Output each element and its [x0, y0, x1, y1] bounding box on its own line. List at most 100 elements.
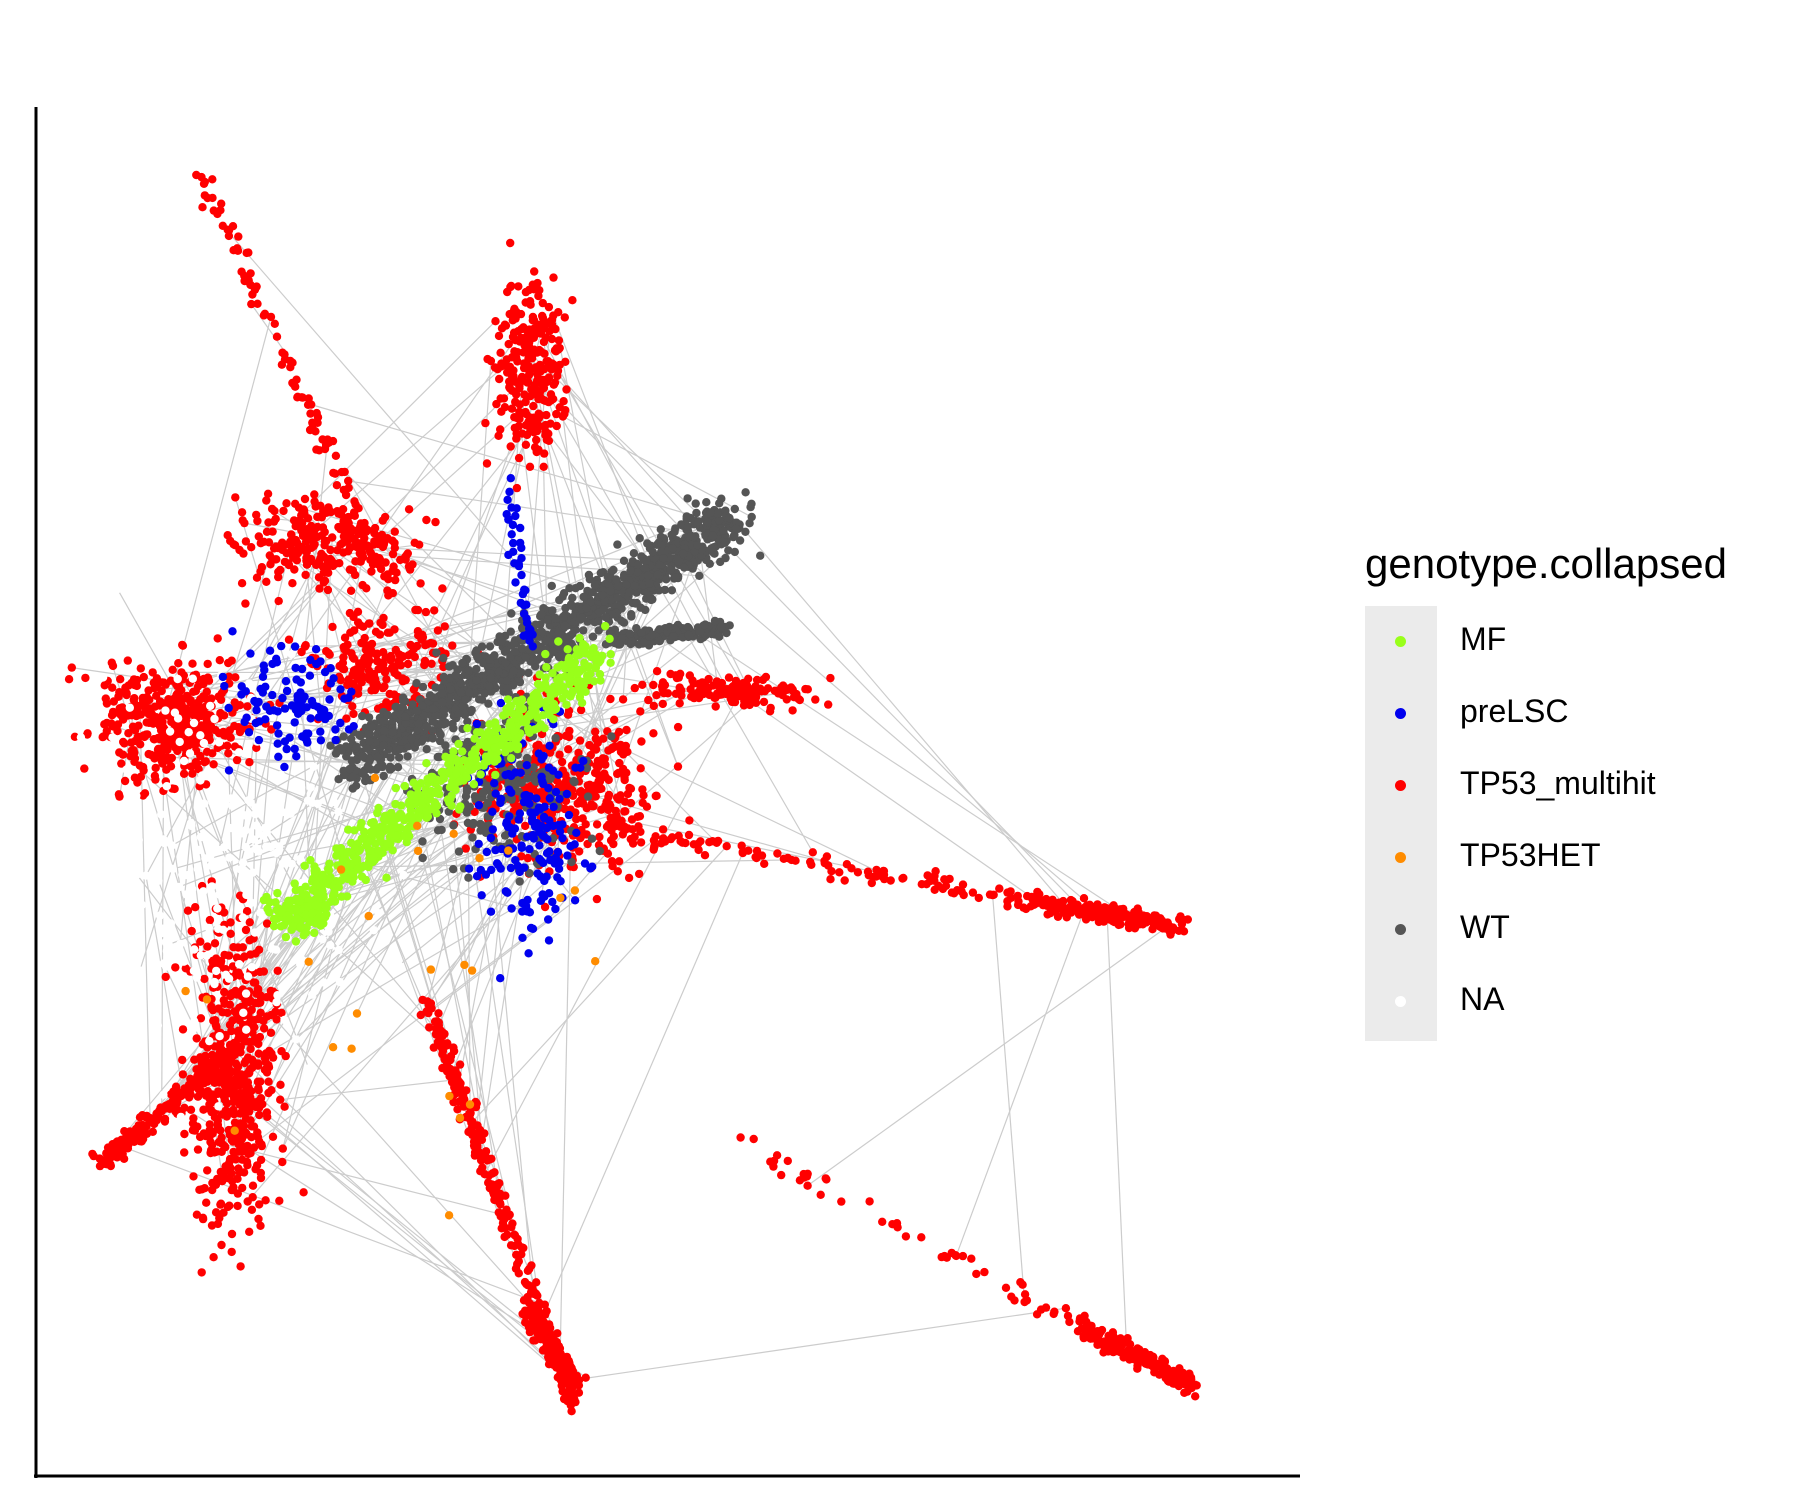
- data-point-tp53-multihit: [123, 656, 132, 665]
- data-point-tp53-multihit: [558, 1387, 567, 1396]
- data-point-na: [108, 733, 117, 742]
- data-point-tp53-multihit: [658, 699, 667, 709]
- data-point-tp53-multihit: [266, 1028, 276, 1038]
- data-point-na: [240, 811, 249, 820]
- data-point-tp53-multihit: [1140, 1348, 1150, 1357]
- data-point-tp53-multihit: [248, 290, 257, 299]
- data-point-tp53-multihit: [343, 514, 352, 523]
- data-point-tp53-multihit: [684, 830, 694, 840]
- data-point-na: [161, 962, 171, 971]
- data-point-tp53-multihit: [252, 743, 261, 752]
- data-point-na: [168, 864, 177, 874]
- data-point-tp53-multihit: [255, 967, 265, 977]
- data-point-tp53-multihit: [141, 702, 150, 711]
- data-point-tp53-multihit: [138, 693, 148, 703]
- data-point-tp53-multihit: [325, 650, 334, 659]
- data-point-na: [207, 882, 217, 891]
- data-point-tp53-multihit: [254, 985, 263, 994]
- data-point-tp53-multihit: [307, 543, 316, 552]
- data-point-tp53-multihit: [220, 999, 229, 1008]
- data-point-tp53-multihit: [660, 680, 670, 690]
- data-point-tp53-multihit: [239, 1121, 249, 1131]
- data-point-tp53-multihit: [231, 493, 240, 502]
- data-point-na: [219, 925, 228, 934]
- data-point-tp53-multihit: [254, 1039, 263, 1049]
- data-point-tp53-multihit: [293, 549, 303, 558]
- data-point-tp53-multihit: [1191, 1392, 1200, 1401]
- data-point-wt: [398, 696, 408, 705]
- data-point-na: [334, 807, 343, 816]
- data-point-tp53-multihit: [224, 749, 233, 758]
- data-point-tp53-multihit: [178, 1055, 187, 1065]
- data-point-tp53-multihit: [693, 839, 703, 848]
- data-point-na: [399, 870, 408, 880]
- data-point-tp53-multihit: [179, 671, 188, 680]
- data-point-tp53-multihit: [385, 689, 394, 699]
- data-point-tp53-multihit: [571, 1373, 581, 1383]
- data-point-tp53-multihit: [649, 836, 659, 845]
- graph-edge: [280, 1078, 458, 1101]
- data-point-tp53-multihit: [492, 399, 501, 409]
- data-point-tp53-multihit: [241, 599, 250, 608]
- data-point-tp53-multihit: [263, 1112, 272, 1122]
- data-point-tp53-multihit: [1046, 909, 1055, 918]
- data-point-tp53-multihit: [507, 371, 517, 381]
- data-point-tp53-multihit: [968, 888, 978, 897]
- data-point-na: [101, 983, 110, 992]
- graph-edge: [559, 846, 572, 1368]
- data-point-tp53-multihit: [515, 384, 524, 393]
- data-point-na: [199, 887, 208, 896]
- data-point-tp53-multihit: [803, 1169, 812, 1179]
- data-point-tp53-multihit: [152, 717, 162, 726]
- data-point-tp53-multihit: [533, 348, 542, 357]
- data-point-tp53-multihit: [183, 906, 193, 915]
- data-point-tp53-multihit: [108, 661, 118, 671]
- data-point-wt: [394, 753, 404, 762]
- data-point-tp53-multihit: [210, 939, 220, 948]
- data-point-tp53-multihit: [544, 302, 554, 312]
- data-point-na: [280, 1015, 289, 1025]
- data-point-tp53-multihit: [282, 499, 291, 508]
- graph-edge: [739, 524, 1069, 911]
- data-point-tp53-multihit: [1129, 917, 1139, 926]
- data-point-tp53-multihit: [1066, 895, 1076, 905]
- data-point-tp53-multihit: [138, 762, 148, 772]
- data-point-tp53-multihit: [233, 1201, 242, 1211]
- data-point-tp53-multihit: [711, 702, 720, 711]
- data-point-tp53-multihit: [254, 1086, 263, 1095]
- data-point-tp53-multihit: [217, 1240, 226, 1250]
- data-point-tp53-multihit: [535, 1318, 544, 1328]
- data-point-na: [324, 927, 333, 936]
- data-point-tp53-multihit: [516, 309, 526, 319]
- data-point-tp53-multihit: [538, 298, 547, 308]
- data-point-tp53-multihit: [246, 1044, 255, 1054]
- data-point-tp53-multihit: [217, 1147, 226, 1157]
- data-point-tp53-multihit: [564, 745, 573, 754]
- data-point-tp53-multihit: [101, 694, 111, 703]
- data-point-tp53-multihit: [779, 854, 788, 863]
- data-point-tp53-multihit: [234, 1147, 243, 1156]
- data-point-tp53-multihit: [157, 686, 166, 696]
- data-point-na: [76, 733, 86, 742]
- data-point-tp53-multihit: [495, 374, 504, 384]
- data-point-tp53-multihit: [120, 776, 130, 786]
- data-point-tp53-multihit: [556, 1369, 565, 1379]
- data-point-tp53-multihit: [371, 627, 381, 636]
- data-point-tp53-multihit: [214, 1137, 224, 1147]
- data-point-tp53-multihit: [67, 663, 77, 672]
- data-point-tp53-multihit: [930, 885, 939, 894]
- data-point-tp53-multihit: [278, 1157, 287, 1167]
- data-point-tp53-multihit: [338, 539, 347, 548]
- data-point-wt: [692, 508, 701, 518]
- data-point-tp53-multihit: [1041, 900, 1051, 909]
- data-point-tp53-multihit: [901, 1232, 911, 1241]
- data-point-tp53-multihit: [421, 607, 431, 617]
- data-point-tp53-multihit: [1063, 1311, 1073, 1321]
- data-point-tp53-multihit: [260, 1065, 270, 1075]
- data-point-tp53-multihit: [879, 870, 889, 879]
- data-point-tp53-multihit: [611, 742, 620, 751]
- data-point-tp53-multihit: [228, 1137, 238, 1146]
- data-point-tp53-multihit: [264, 1077, 273, 1086]
- data-point-tp53-multihit: [252, 573, 262, 582]
- data-point-tp53-multihit: [591, 745, 601, 754]
